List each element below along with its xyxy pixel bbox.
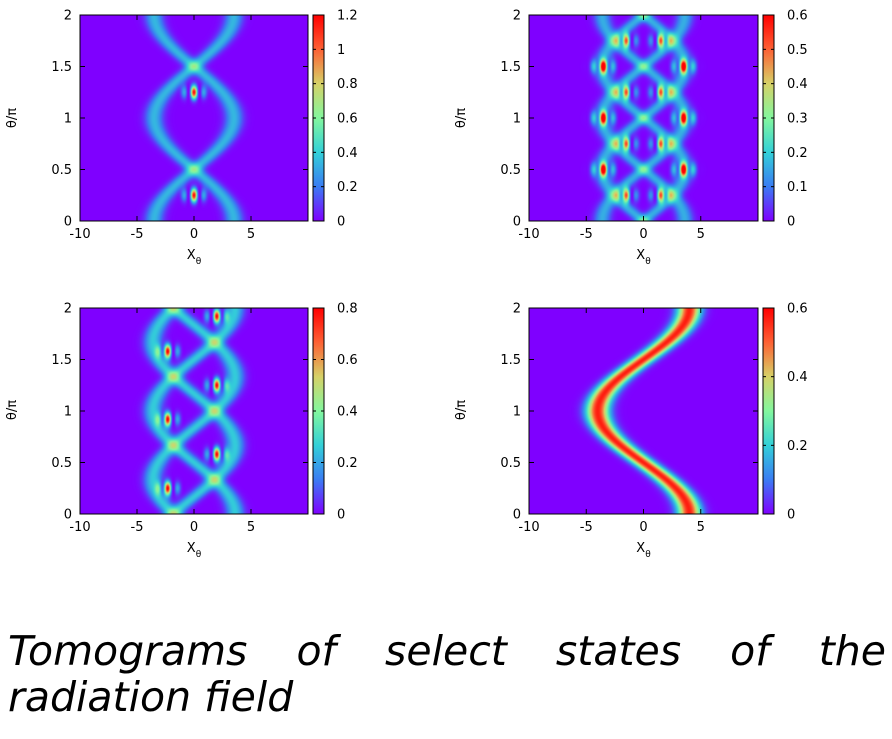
x-tick-label: -10 [518, 520, 539, 535]
x-tick-label: 5 [247, 227, 255, 242]
y-tick-label: 1.5 [51, 353, 72, 368]
y-axis-label: θ/π [5, 400, 20, 420]
y-tick-label: 0.5 [51, 163, 72, 178]
y-tick-label: 0 [513, 215, 521, 230]
y-tick-label: 0.5 [500, 456, 521, 471]
colorbar-tick-label: 0.2 [787, 439, 808, 454]
x-tick-label: 5 [697, 520, 705, 535]
x-tick-label: -5 [580, 520, 593, 535]
x-tick-label: -10 [518, 227, 539, 242]
y-tick-label: 2 [513, 302, 521, 317]
colorbar-tick-label: 0 [787, 508, 795, 523]
colorbar-tick-label: 1 [337, 43, 345, 58]
y-tick-label: 1.5 [500, 60, 521, 75]
x-tick-label: -5 [131, 227, 144, 242]
colorbar-tick-label: 0.4 [337, 146, 358, 161]
y-tick-label: 2 [513, 9, 521, 24]
colorbar [762, 307, 775, 515]
x-tick-label: 5 [247, 520, 255, 535]
y-tick-label: 0.5 [51, 456, 72, 471]
y-tick-label: 1 [513, 405, 521, 420]
heatmap-image [80, 308, 308, 514]
y-tick-label: 0.5 [500, 163, 521, 178]
x-tick-label: 5 [697, 227, 705, 242]
colorbar-tick-label: 0 [787, 215, 795, 230]
colorbar-tick-label: 0.6 [337, 353, 358, 368]
x-axis-label: Xθ [636, 248, 651, 267]
x-tick-label: -10 [69, 227, 90, 242]
colorbar-tick-label: 0 [337, 508, 345, 523]
tomogram-panel-1: -10 -5 0 5 0 0.5 1 1.5 2 Xθ θ/π 0 0.2 0.4 0.6 0.8 1 1.2 [5, 9, 358, 268]
colorbar-tick-label: 0.2 [337, 456, 358, 471]
y-tick-label: 1 [64, 112, 72, 127]
tomogram-panel-3: -10 -5 0 5 0 0.5 1 1.5 2 Xθ θ/π 0 0.2 0.4 0.6 0.8 [5, 302, 358, 561]
colorbar-tick-label: 0.8 [337, 302, 358, 317]
x-tick-label: -5 [131, 520, 144, 535]
y-axis-label: θ/π [454, 400, 469, 420]
x-tick-label: 0 [190, 520, 198, 535]
y-tick-label: 1 [64, 405, 72, 420]
colorbar-tick-label: 0.3 [787, 112, 808, 127]
colorbar-tick-label: 0 [337, 215, 345, 230]
y-tick-label: 1 [513, 112, 521, 127]
colorbar-tick-label: 0.2 [787, 146, 808, 161]
y-axis-label: θ/π [454, 108, 469, 128]
figure-caption: Tomograms of select states of the radiat… [8, 627, 886, 721]
colorbar-tick-label: 0.4 [787, 77, 808, 92]
x-tick-label: -10 [69, 520, 90, 535]
x-axis-label: Xθ [187, 541, 202, 560]
y-tick-label: 2 [64, 302, 72, 317]
x-axis-label: Xθ [636, 541, 651, 560]
tomogram-figure: -10 -5 0 5 0 0.5 1 1.5 2 Xθ θ/π 0 0.2 0.4 0.6 0.8 1 1.2 -… [5, 9, 808, 561]
heatmap-image [80, 15, 308, 221]
colorbar-tick-label: 0.6 [787, 9, 808, 24]
y-tick-label: 0 [64, 215, 72, 230]
x-tick-label: 0 [190, 227, 198, 242]
colorbar-tick-label: 1.2 [337, 9, 358, 24]
heatmap-image [529, 15, 758, 221]
colorbar-tick-label: 0.6 [337, 112, 358, 127]
tomogram-panel-2: -10 -5 0 5 0 0.5 1 1.5 2 Xθ θ/π 0 0.1 0.2 0.3 0.4 0.5 0.6 [454, 9, 808, 268]
y-tick-label: 1.5 [51, 60, 72, 75]
x-tick-label: 0 [639, 520, 647, 535]
heatmap-image [529, 308, 758, 514]
colorbar-tick-label: 0.6 [787, 302, 808, 317]
y-tick-label: 2 [64, 9, 72, 24]
colorbar-tick-label: 0.4 [337, 405, 358, 420]
tomogram-panel-4: -10 -5 0 5 0 0.5 1 1.5 2 Xθ θ/π 0 0.2 0.4 0.6 [454, 302, 808, 561]
colorbar-tick-label: 0.1 [787, 180, 808, 195]
y-tick-label: 1.5 [500, 353, 521, 368]
colorbar-tick-label: 0.8 [337, 77, 358, 92]
y-axis-label: θ/π [5, 108, 20, 128]
colorbar-tick-label: 0.5 [787, 43, 808, 58]
y-tick-label: 0 [64, 508, 72, 523]
x-tick-label: -5 [580, 227, 593, 242]
y-tick-label: 0 [513, 508, 521, 523]
colorbar-tick-label: 0.2 [337, 180, 358, 195]
x-tick-label: 0 [639, 227, 647, 242]
colorbar-tick-label: 0.4 [787, 370, 808, 385]
x-axis-label: Xθ [187, 248, 202, 267]
